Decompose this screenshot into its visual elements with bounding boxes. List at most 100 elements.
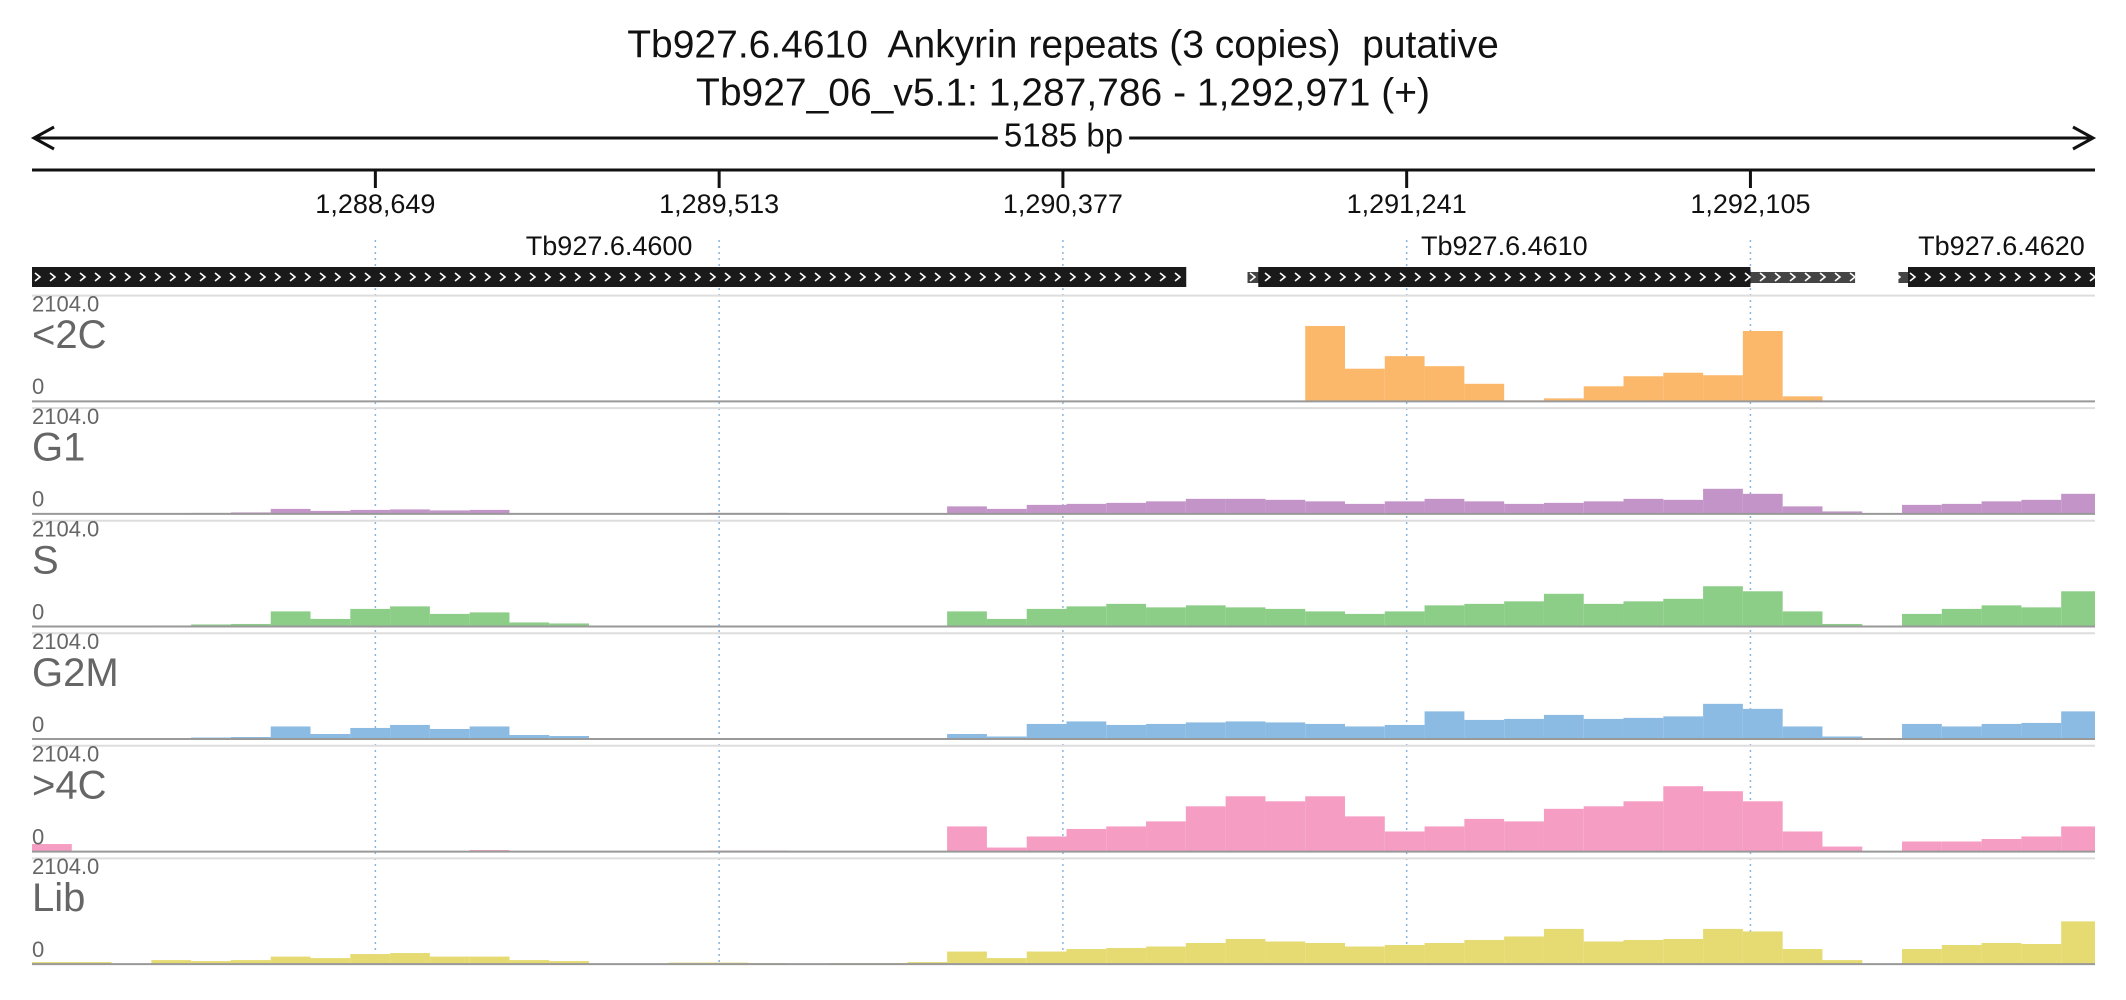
coverage-bar [2061,711,2095,740]
coverage-bar [350,954,391,965]
coverage-bar [907,962,948,965]
coverage-bar [2061,591,2095,627]
span-label: 5185 bp [1004,117,1123,154]
y-tick-label: 0 [32,824,44,849]
coverage-bar [1583,718,1624,740]
coverage-bar [1583,603,1624,627]
coverage-bar [947,506,987,514]
coverage-bar [1703,375,1743,402]
coverage-bar [1504,601,1544,627]
y-tick-label: 2104.0 [32,404,99,429]
coverage-bar [1663,938,1704,965]
coverage-bar [1225,607,1266,627]
coverage-bar [2061,826,2095,852]
coverage-bar [1066,949,1107,965]
coverage-bar [1543,398,1584,402]
coverage-bar [1623,376,1664,402]
coverage-bar [1981,723,2022,740]
coverage-bar [1663,716,1704,740]
coverage-bar [1384,356,1425,402]
coverage-bar [549,961,590,965]
coverage-bar [469,612,510,627]
coverage-bar [1663,786,1704,852]
coverage-bar [270,726,311,740]
coverage-bar [1782,831,1823,852]
coverage-bar [1066,828,1107,852]
track: 2104.0 0 <2C [32,291,2095,403]
span-arrow-right [2072,125,2097,151]
coverage-bar [1504,936,1544,965]
x-tick-label: 1,288,649 [315,189,435,219]
coverage-bar [1026,836,1067,852]
coverage-bar [71,962,112,965]
coverage-bar [1464,818,1505,852]
coverage-bar [1424,826,1465,852]
x-tick-label: 1,292,105 [1690,189,1810,219]
y-tick-label: 2104.0 [32,629,99,654]
coverage-bar [1742,493,1783,514]
coverage-bar [1344,613,1385,627]
coverage-bar [1265,499,1306,514]
coverage-bar [947,733,987,740]
y-tick-label: 0 [32,487,44,512]
coverage-bar [1663,598,1704,627]
coverage-bar [1384,501,1425,514]
coverage-bar [2061,921,2095,965]
coverage-bar [1225,938,1266,965]
coverage-bar [1703,703,1743,740]
coverage-bar [1305,501,1345,514]
coverage-bar [310,510,351,514]
coverage-bar [2021,607,2062,627]
track-name: S [32,538,59,582]
coverage-bar [1902,723,1942,740]
coverage-bar [1703,586,1743,627]
coverage-bar [390,509,430,514]
y-tick-label: 0 [32,599,44,624]
track: 2104.0 0 Lib [32,854,2095,966]
coverage-bar [1106,724,1147,740]
coverage-bar [1344,946,1385,965]
track: 2104.0 0 >4C [32,742,2095,853]
coverage-bar [1225,721,1266,740]
coverage-bar [1384,724,1425,740]
coverage-bar [509,960,550,965]
gene-chevrons [32,267,1187,287]
x-tick-label: 1,290,377 [1003,189,1123,219]
coverage-bar [1782,949,1823,965]
coverage-bar [1464,603,1505,627]
coverage-bar [1265,801,1306,852]
coverage-bar [549,736,590,740]
coverage-bar [1543,808,1584,852]
coverage-bar [1782,726,1823,740]
coverage-bar [1305,325,1345,402]
coverage-bar [429,613,470,627]
coverage-bar [1941,841,1982,852]
coverage-bar [390,724,430,740]
coverage-bar [1026,723,1067,740]
coverage-bar [1424,366,1465,402]
coverage-bar [1344,368,1385,402]
coverage-bar [1623,939,1664,965]
coverage-bar [1305,611,1345,627]
coverage-bar [1185,722,1226,740]
gene-chevrons [1258,267,1751,287]
coverage-bar [1981,501,2022,514]
coverage-bar [509,734,550,740]
gene-label: Tb927.6.4610 [1421,231,1588,261]
coverage-bar [2021,944,2062,965]
coverage-bar [986,508,1027,514]
coverage-bar [986,736,1027,740]
track: 2104.0 0 G2M [32,629,2095,741]
y-tick-label: 2104.0 [32,517,99,542]
track-name: G1 [32,426,85,470]
coverage-bar [350,727,391,740]
coverage-bar [2021,836,2062,852]
coverage-bar [1265,941,1306,965]
coverage-bar [1066,721,1107,740]
coverage-bar [1663,372,1704,402]
coverage-bar [1225,498,1266,514]
coverage-bar [1265,722,1306,740]
coverage-bar [986,847,1027,852]
coverage-bar [1742,591,1783,627]
coverage-bar [469,956,510,965]
